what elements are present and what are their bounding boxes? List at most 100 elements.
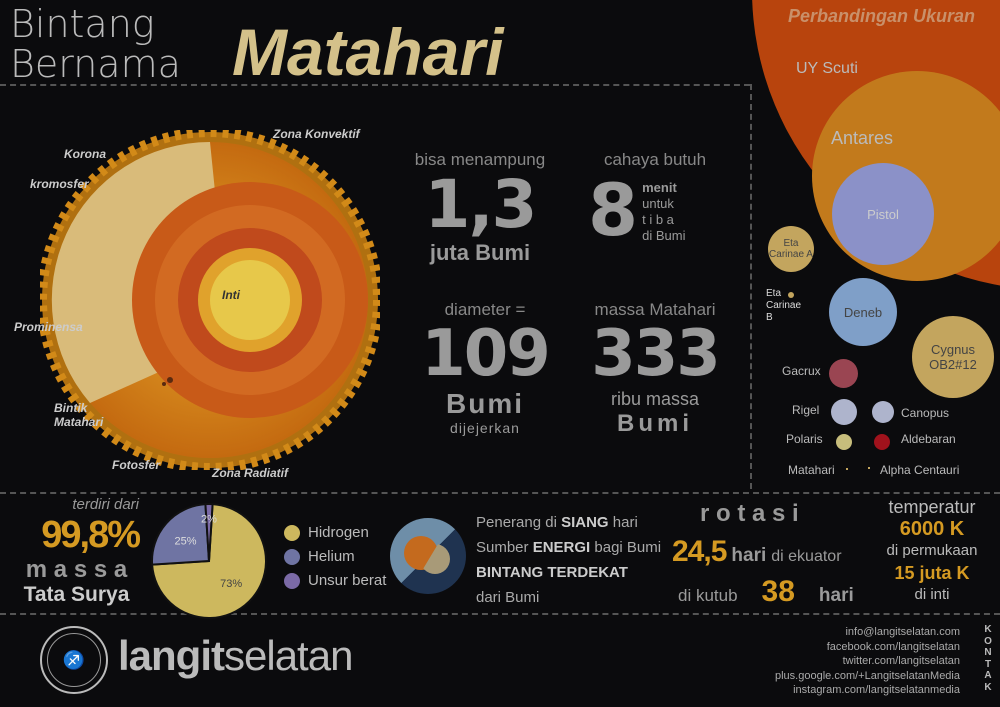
fact-light: cahaya butuh 8 menit untuk t i b a di Bu… — [580, 150, 730, 250]
brand-bold: langit — [118, 632, 225, 679]
label-bintik-matahari: Bintik Matahari — [54, 401, 104, 429]
label-prominensa: Prominensa — [14, 320, 83, 334]
fact-mass-post: ribu massa — [610, 389, 700, 409]
temperature-surface-value: 6000 K — [899, 518, 965, 540]
rotation-equator-label: di ekuator — [771, 548, 842, 565]
title-line1: Bintang — [10, 2, 155, 46]
temperature-core-value: 15 juta K — [894, 563, 970, 583]
label-inti: Inti — [222, 288, 240, 302]
contact-twitter-link[interactable]: twitter.com/langitselatan — [842, 655, 960, 667]
pie-data-label: 25% — [174, 535, 196, 547]
sun-role-text: Penerang di SIANG hari Sumber ENERGI bag… — [476, 510, 661, 610]
fact-diameter-post2: dijejerkan — [450, 420, 520, 436]
mass-share-word: m a s s a — [25, 556, 128, 583]
star-label: Pistol — [867, 206, 899, 222]
fact-mass: massa Matahari 333 ribu massa Bumi — [570, 300, 740, 438]
star-polaris — [836, 434, 852, 450]
star-pistol: Pistol — [832, 163, 934, 265]
contact-gplus-link[interactable]: plus.google.com/+LangitselatanMedia — [775, 669, 960, 682]
star-label: UY Scuti — [796, 60, 858, 77]
legend-label: Unsur berat — [308, 572, 387, 589]
mass-share: terdiri dari 99,8% m a s s a Tata Surya — [14, 496, 141, 607]
fact-capacity-value: 1,3 — [424, 166, 538, 243]
sun-cross-section — [40, 130, 380, 470]
star-label: Eta Carinae A — [769, 238, 813, 260]
pie-slice-unsur-berat — [204, 503, 214, 562]
star-label: Matahari — [788, 463, 835, 477]
fact-mass-post2: Bumi — [617, 410, 693, 437]
temperature-core-label: di inti — [914, 586, 950, 603]
pie-slice-helium — [151, 503, 211, 566]
title-line2: Bernama — [10, 42, 181, 86]
fact-mass-pre: massa Matahari — [594, 300, 716, 319]
fact-light-unit: di Bumi — [642, 228, 686, 243]
page-title: Matahari — [232, 15, 504, 89]
role-text: Sumber — [476, 539, 533, 556]
star-label: Alpha Centauri — [880, 463, 960, 477]
legend-label: Helium — [308, 548, 355, 565]
title-prefix: Bintang Bernama — [10, 4, 181, 84]
comparison-title: Perbandingan Ukuran — [788, 6, 976, 26]
star-label: Cygnus OB2#12 — [929, 342, 977, 372]
star-label: Aldebaran — [901, 432, 956, 446]
rotation-equator: 24,5 hari di ekuator — [672, 533, 842, 576]
star-label: Antares — [831, 128, 894, 148]
star-canopus — [872, 401, 894, 423]
brand-name: langitselatan — [118, 632, 353, 680]
contact-facebook-link[interactable]: facebook.com/langitselatan — [826, 640, 960, 653]
star-alpha-centauri — [868, 467, 870, 469]
star-aldebaran — [874, 434, 890, 450]
star-label: Canopus — [901, 406, 950, 420]
legend-item: Helium — [284, 548, 386, 565]
langitselatan-logo: ♐ — [40, 626, 108, 694]
star-eta-carinae-a: Eta Carinae A — [768, 226, 814, 272]
pie-data-label: 2% — [201, 513, 217, 525]
star-label: Deneb — [843, 304, 883, 320]
composition-pie-chart: 73% 25% 2% — [151, 503, 267, 619]
temperature-surface-label: di permukaan — [886, 542, 978, 559]
star-deneb: Deneb — [829, 278, 897, 346]
fact-diameter-post: Bumi — [446, 388, 524, 419]
star-rigel — [831, 399, 857, 425]
role-text: dari Bumi — [476, 589, 540, 606]
mass-share-pre: terdiri dari — [72, 496, 139, 513]
label-fotosfer: Fotosfer — [112, 458, 160, 472]
legend-swatch — [284, 548, 300, 565]
pie-data-label: 73% — [220, 578, 242, 590]
role-emphasis: ENERGI — [532, 539, 591, 556]
day-night-sun-icon — [390, 518, 466, 594]
star-label: Eta Carinae B — [766, 288, 802, 323]
role-text: Penerang di — [476, 514, 562, 531]
fact-diameter-pre: diameter = — [444, 300, 526, 319]
rotation-equator-unit: hari — [731, 545, 767, 566]
fact-light-unit: menit — [642, 180, 677, 195]
mass-share-post: Tata Surya — [23, 583, 130, 606]
label-kromosfer: kromosfer — [30, 177, 89, 191]
mass-share-value: 99,8% — [41, 514, 141, 556]
fact-light-value: 8 — [588, 168, 638, 252]
star-cygnus: Cygnus OB2#12 — [912, 316, 994, 398]
contact-instagram-link[interactable]: instagram.com/langitselatanmedia — [793, 684, 960, 696]
rotation-pole-value: 38 — [761, 575, 795, 608]
star-label: Polaris — [786, 432, 823, 446]
label-zona-konvektif: Zona Konvektif — [273, 127, 360, 141]
fact-capacity-post: juta Bumi — [429, 240, 531, 265]
fact-diameter-value: 109 — [421, 317, 551, 391]
star-label: Rigel — [792, 403, 820, 417]
pie-legend: Hidrogen Helium Unsur berat — [284, 524, 386, 596]
legend-swatch — [284, 524, 300, 541]
legend-swatch — [284, 572, 300, 589]
contact-email-link[interactable]: info@langitselatan.com — [845, 626, 960, 638]
role-emphasis: SIANG — [561, 514, 609, 531]
role-text: hari — [608, 514, 638, 531]
fact-capacity: bisa menampung 1,3 juta Bumi — [400, 150, 560, 266]
fact-diameter: diameter = 109 Bumi dijejerkan — [400, 300, 570, 436]
rotation-pole-label: di kutub — [678, 586, 738, 605]
star-matahari — [846, 468, 848, 470]
contact-label: KONTAK — [984, 624, 992, 693]
brand-light: selatan — [224, 632, 353, 679]
legend-item: Unsur berat — [284, 572, 386, 589]
sun-rays — [40, 130, 380, 470]
contact-list: info@langitselatan.com facebook.com/lang… — [775, 625, 960, 698]
temperature: temperatur 6000 K di permukaan 15 juta K… — [880, 496, 984, 606]
